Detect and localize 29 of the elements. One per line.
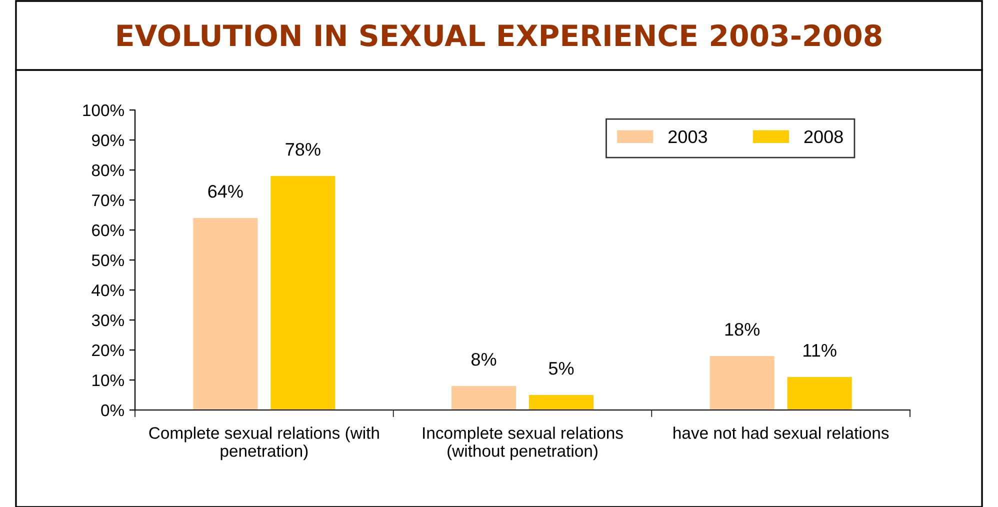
- bar: [787, 377, 852, 410]
- data-label: 8%: [471, 352, 496, 366]
- data-label: 11%: [804, 344, 836, 357]
- y-tick-label: 30%: [92, 314, 124, 326]
- bar: [528, 395, 594, 410]
- bar: [270, 176, 336, 410]
- chart-title: EVOLUTION IN SEXUAL EXPERIENCE 2003-2008: [118, 24, 882, 46]
- y-tick-label: 50%: [92, 254, 124, 266]
- x-tick-label: Incomplete sexual relations (without penetration): [423, 426, 623, 460]
- y-tick-label: 20%: [92, 344, 124, 356]
- y-tick-label: 100%: [83, 104, 124, 116]
- y-tick-label: 80%: [92, 164, 124, 176]
- data-label: 78%: [286, 142, 320, 156]
- data-label: 5%: [548, 362, 574, 375]
- y-tick-label: 10%: [92, 374, 124, 386]
- legend-label: 2003: [668, 130, 707, 144]
- y-tick-label: 70%: [92, 194, 124, 206]
- x-tick-label: have not had sexual relations: [674, 426, 889, 439]
- data-label: 64%: [208, 184, 243, 198]
- bar: [193, 218, 258, 410]
- y-tick-label: 90%: [92, 134, 124, 146]
- bar: [451, 386, 516, 410]
- data-label: 18%: [725, 322, 760, 336]
- bar: [710, 356, 774, 410]
- y-tick-label: 60%: [92, 224, 124, 236]
- legend-label: 2008: [804, 130, 843, 144]
- y-tick-label: 40%: [92, 284, 124, 296]
- x-tick-label: Complete sexual relations (with penetration): [149, 426, 379, 460]
- y-tick-label: 0%: [101, 404, 124, 416]
